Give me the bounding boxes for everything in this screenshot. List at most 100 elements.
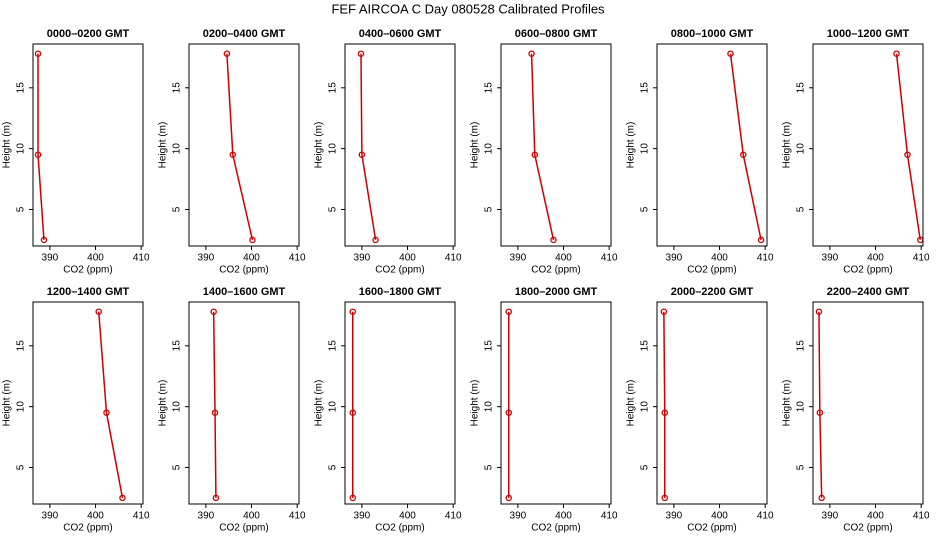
point [211,409,219,416]
panel: 0600–0800 GMT 390 400 410 5 10 15 CO2 (ppm) Heig… [470,28,618,276]
y-tick-label: 10 [16,401,27,413]
plot-frame [656,43,768,247]
point [223,50,231,57]
y-tick-label: 10 [484,401,495,413]
x-axis-label: CO2 (ppm) [843,265,892,276]
point [349,494,357,502]
x-tick-label: 400 [555,511,572,522]
x-tick-label: 400 [243,253,260,264]
y-tick-label: 15 [484,82,495,94]
x-tick-label: 410 [913,511,930,522]
y-tick-label: 10 [328,143,339,155]
y-axis-label: Height (m) [626,122,637,169]
plot-frame [188,43,300,247]
x-tick-label: 400 [867,511,884,522]
plot-frame [32,43,144,247]
point [816,409,824,416]
y-tick-label: 5 [328,464,339,470]
point [740,151,747,158]
y-tick-label: 10 [796,401,807,413]
y-tick-label: 5 [796,206,807,212]
point [661,494,669,502]
y-axis-label: Height (m) [314,122,325,169]
y-tick-label: 5 [796,464,807,470]
y-tick-label: 10 [172,401,183,413]
panel-title: 1600–1800 GMT [359,286,442,298]
x-tick-label: 410 [445,511,462,522]
profile-line [226,53,254,241]
point [34,151,42,158]
x-tick-label: 390 [42,253,59,264]
y-axis-label: Height (m) [470,380,481,427]
plot-frame [188,301,300,505]
x-axis-label: CO2 (ppm) [219,265,268,276]
plot-frame [32,301,144,505]
y-tick-label: 5 [172,464,183,470]
x-tick-label: 400 [555,253,572,264]
point [357,50,365,57]
panel: 0800–1000 GMT 390 400 410 5 10 15 CO2 (ppm) Heig… [626,28,774,276]
x-axis-label: CO2 (ppm) [687,265,736,276]
panel: 0200–0400 GMT 390 400 410 5 10 15 CO2 (ppm) Heig… [158,28,306,276]
x-tick-label: 400 [399,511,416,522]
point [904,151,911,158]
y-tick-label: 5 [484,464,495,470]
profile-line [37,53,45,240]
y-tick-label: 10 [328,401,339,413]
y-axis-label: Height (m) [2,380,13,427]
x-tick-label: 400 [399,253,416,264]
panel-title: 0600–0800 GMT [515,28,598,40]
x-tick-label: 390 [822,511,839,522]
x-tick-label: 390 [666,511,683,522]
point [757,236,765,244]
x-axis-label: CO2 (ppm) [531,523,580,534]
x-axis-label: CO2 (ppm) [63,523,112,534]
x-tick-label: 390 [822,253,839,264]
panel-title: 0400–0600 GMT [359,28,442,40]
y-tick-label: 15 [484,340,495,352]
panel: 1000–1200 GMT 390 400 410 5 10 15 CO2 (ppm) Heig… [782,28,930,276]
point [40,236,48,244]
profile-line [729,53,762,241]
profile-line [818,311,823,498]
y-tick-label: 10 [484,143,495,155]
x-axis-label: CO2 (ppm) [219,523,268,534]
point [505,409,513,416]
y-tick-label: 15 [172,82,183,94]
plot-frame [656,301,768,505]
x-tick-label: 410 [601,511,618,522]
profile-line [97,311,124,499]
y-tick-label: 5 [640,464,651,470]
x-axis-label: CO2 (ppm) [687,523,736,534]
point [249,236,256,244]
panel: 1400–1600 GMT 390 400 410 5 10 15 CO2 (ppm) Heig… [158,286,306,534]
point [660,308,668,315]
panel-title: 2000–2200 GMT [671,286,754,298]
x-axis-label: CO2 (ppm) [531,265,580,276]
panel-title: 1400–1600 GMT [203,286,286,298]
panel: 1800–2000 GMT 390 400 410 5 10 15 CO2 (ppm) Heig… [470,286,618,534]
y-tick-label: 10 [796,143,807,155]
y-tick-label: 10 [640,143,651,155]
plot-frame [812,43,924,247]
y-tick-label: 15 [640,340,651,352]
y-tick-label: 5 [16,206,27,212]
panel-title: 0200–0400 GMT [203,28,286,40]
y-axis-label: Height (m) [782,122,793,169]
x-tick-label: 410 [445,253,462,264]
x-tick-label: 400 [711,253,728,264]
y-tick-label: 5 [16,464,27,470]
x-tick-label: 400 [243,511,260,522]
y-axis-label: Height (m) [470,122,481,169]
y-tick-label: 5 [484,206,495,212]
point [229,151,237,158]
y-tick-label: 15 [16,340,27,352]
point [349,409,357,416]
profile-line [360,53,377,241]
y-tick-label: 10 [172,143,183,155]
x-tick-label: 410 [757,511,774,522]
y-tick-label: 10 [16,143,27,155]
x-tick-label: 400 [711,511,728,522]
profile-line [530,53,555,241]
